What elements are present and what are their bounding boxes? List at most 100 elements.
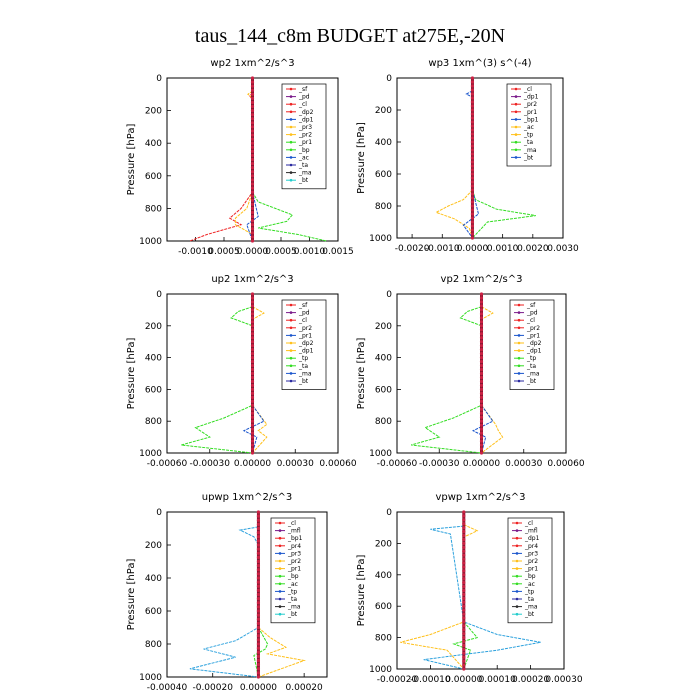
y-tick-label: 800 <box>145 417 162 427</box>
y-tick-label: 600 <box>145 607 162 617</box>
series-point-bt <box>256 634 261 638</box>
legend-label: _tp <box>526 355 536 362</box>
series-point-bt <box>462 647 466 651</box>
series-point-bt <box>256 547 261 551</box>
series-point-bt <box>256 609 261 613</box>
legend-label: _bt <box>298 378 309 385</box>
series-point-bt <box>479 292 484 296</box>
legend-marker <box>517 372 521 375</box>
series-point-bt <box>250 121 255 125</box>
series-point-bt <box>250 387 255 391</box>
series-point-bt <box>250 96 255 100</box>
series-point-bt <box>256 518 261 522</box>
legend-marker <box>278 552 282 555</box>
series-point-bt <box>250 161 255 166</box>
series-point-bt <box>470 84 475 88</box>
series-point-bt <box>256 592 261 597</box>
legend-label: _cl <box>523 86 532 93</box>
x-tick-label: 0.00000 <box>240 683 277 693</box>
legend-label: _dp2 <box>526 340 542 347</box>
legend-marker <box>515 536 519 540</box>
legend-label: _pr1 <box>524 566 538 573</box>
x-tick-label: 0.00000 <box>445 675 482 685</box>
series-point-bt <box>479 419 484 423</box>
series-point-bt <box>470 132 475 136</box>
series-point-bt <box>470 224 475 228</box>
series-point-bt <box>470 200 475 204</box>
series-point-bt <box>250 427 255 431</box>
y-tick-label: 0 <box>386 508 392 518</box>
y-tick-label: 200 <box>375 106 392 116</box>
series-point-bt <box>470 108 475 112</box>
series-point-bt <box>250 239 255 243</box>
legend-label: _pr1 <box>298 332 312 339</box>
panel-title: wp2 1xm^2/s^3 <box>210 58 294 69</box>
series-point-bt <box>462 584 466 589</box>
series-point-bt <box>462 526 466 530</box>
y-axis-label: Pressure [hPa] <box>126 559 137 631</box>
legend-marker <box>515 567 519 570</box>
series-point-bt <box>462 636 466 640</box>
series-point-bt <box>462 592 466 597</box>
legend-marker <box>514 140 518 144</box>
legend-marker <box>278 536 282 540</box>
legend-label: _mfl <box>287 528 301 535</box>
series-point-bt <box>250 316 255 320</box>
series-point-bt <box>256 654 261 658</box>
series-point-bt <box>250 206 255 210</box>
series-point-bt <box>470 128 475 132</box>
series-point-bt <box>250 194 255 198</box>
legend-label: _bt <box>298 177 309 184</box>
legend-marker <box>289 364 293 368</box>
series-point-bt <box>256 572 261 576</box>
legend-marker <box>515 559 519 563</box>
legend-label: _ma <box>526 370 540 377</box>
series-point-bt <box>250 153 255 158</box>
series-point-bt <box>256 559 261 564</box>
series-point-bt <box>462 663 466 667</box>
legend-label: _pd <box>298 94 310 101</box>
series-point-bt <box>470 104 475 108</box>
x-tick-label: -0.00040 <box>147 683 188 693</box>
series-point-bt <box>470 80 475 84</box>
legend-label: _pr2 <box>298 325 312 332</box>
legend-label: _ac <box>298 154 309 161</box>
legend-marker <box>517 303 521 307</box>
series-point-bt <box>250 359 255 364</box>
x-tick-label: 0.00020 <box>286 683 323 693</box>
series-point-bt <box>256 510 261 514</box>
series-point-bt <box>462 655 466 659</box>
legend-label: _pr3 <box>287 550 301 557</box>
legend-marker <box>289 140 293 144</box>
series-point-bt <box>462 514 466 518</box>
series-line-pr2 <box>234 90 253 241</box>
legend-label: _bt <box>526 378 537 385</box>
series-point-bt <box>256 568 261 572</box>
y-tick-label: 400 <box>145 574 162 584</box>
legend-marker <box>289 341 293 345</box>
series-point-bt <box>250 117 255 121</box>
y-tick-label: 400 <box>375 354 392 364</box>
y-tick-label: 600 <box>145 385 162 395</box>
series-point-bt <box>250 383 255 388</box>
series-point-bt <box>256 642 261 646</box>
series-point-bt <box>462 510 466 514</box>
legend-label: _sf <box>526 302 536 309</box>
legend-label: _ma <box>523 147 537 154</box>
series-point-bt <box>250 137 255 141</box>
x-tick-label: 0.0015 <box>322 247 354 257</box>
plot-frame <box>396 77 564 239</box>
legend-label: _pr4 <box>287 543 301 550</box>
legend-label: _ta <box>287 596 297 603</box>
series-line-dp2 <box>189 92 253 242</box>
legend-label: _cl <box>298 101 307 108</box>
legend-label: _ma <box>524 604 538 611</box>
series-point-bt <box>250 375 255 380</box>
panel-4: vp2 1xm^2/s^3 0 200 400 600 800 1000-0.00060 -0… <box>356 274 585 469</box>
series-point-bt <box>250 92 255 96</box>
series-point-bt <box>250 336 255 340</box>
y-tick-label: 1000 <box>139 237 162 247</box>
legend-marker <box>278 590 282 593</box>
panel-6: vpwp 1xm^2/s^3 0 200 400 600 800 1000-0.00020-… <box>356 492 583 685</box>
legend-label: _ma <box>298 370 312 377</box>
